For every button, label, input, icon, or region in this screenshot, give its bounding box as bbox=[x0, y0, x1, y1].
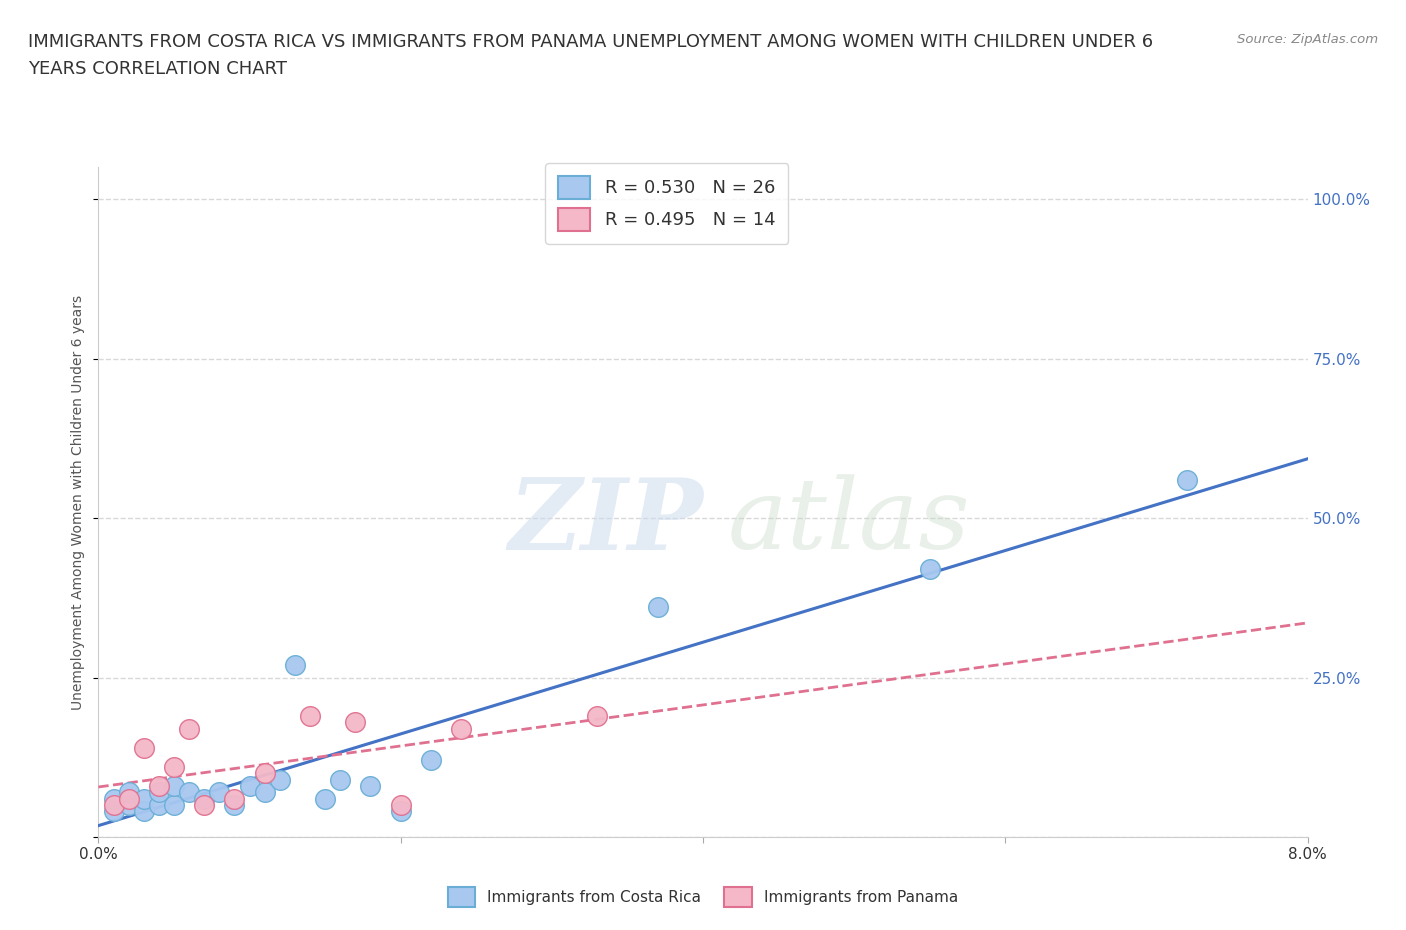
Point bbox=[132, 804, 155, 819]
Point bbox=[253, 765, 276, 780]
Point bbox=[224, 798, 246, 813]
Point bbox=[118, 785, 141, 800]
Point bbox=[103, 804, 125, 819]
Point bbox=[647, 600, 669, 615]
Point bbox=[103, 791, 125, 806]
Point bbox=[132, 740, 155, 755]
Point bbox=[118, 791, 141, 806]
Point bbox=[314, 791, 336, 806]
Point bbox=[148, 785, 170, 800]
Point bbox=[193, 798, 215, 813]
Point bbox=[163, 760, 186, 775]
Text: IMMIGRANTS FROM COSTA RICA VS IMMIGRANTS FROM PANAMA UNEMPLOYMENT AMONG WOMEN WI: IMMIGRANTS FROM COSTA RICA VS IMMIGRANTS… bbox=[28, 33, 1153, 50]
Legend: Immigrants from Costa Rica, Immigrants from Panama: Immigrants from Costa Rica, Immigrants f… bbox=[441, 882, 965, 913]
Point bbox=[224, 791, 246, 806]
Point bbox=[360, 778, 382, 793]
Point bbox=[420, 753, 443, 768]
Point bbox=[193, 791, 215, 806]
Text: atlas: atlas bbox=[727, 474, 970, 570]
Point bbox=[918, 562, 941, 577]
Point bbox=[148, 798, 170, 813]
Text: Source: ZipAtlas.com: Source: ZipAtlas.com bbox=[1237, 33, 1378, 46]
Point bbox=[163, 778, 186, 793]
Text: YEARS CORRELATION CHART: YEARS CORRELATION CHART bbox=[28, 60, 287, 78]
Point bbox=[118, 798, 141, 813]
Point bbox=[1175, 472, 1198, 487]
Legend: R = 0.530   N = 26, R = 0.495   N = 14: R = 0.530 N = 26, R = 0.495 N = 14 bbox=[546, 163, 789, 244]
Point bbox=[163, 798, 186, 813]
Text: ZIP: ZIP bbox=[508, 474, 703, 570]
Point bbox=[344, 715, 367, 730]
Point bbox=[179, 721, 201, 736]
Point bbox=[389, 798, 412, 813]
Point bbox=[299, 709, 322, 724]
Point bbox=[103, 798, 125, 813]
Point bbox=[389, 804, 412, 819]
Point bbox=[253, 785, 276, 800]
Point bbox=[208, 785, 231, 800]
Point bbox=[179, 785, 201, 800]
Point bbox=[239, 778, 262, 793]
Point bbox=[284, 658, 307, 672]
Point bbox=[269, 772, 291, 787]
Y-axis label: Unemployment Among Women with Children Under 6 years: Unemployment Among Women with Children U… bbox=[72, 295, 86, 710]
Point bbox=[148, 778, 170, 793]
Point bbox=[450, 721, 472, 736]
Point bbox=[132, 791, 155, 806]
Point bbox=[586, 709, 609, 724]
Point bbox=[329, 772, 352, 787]
